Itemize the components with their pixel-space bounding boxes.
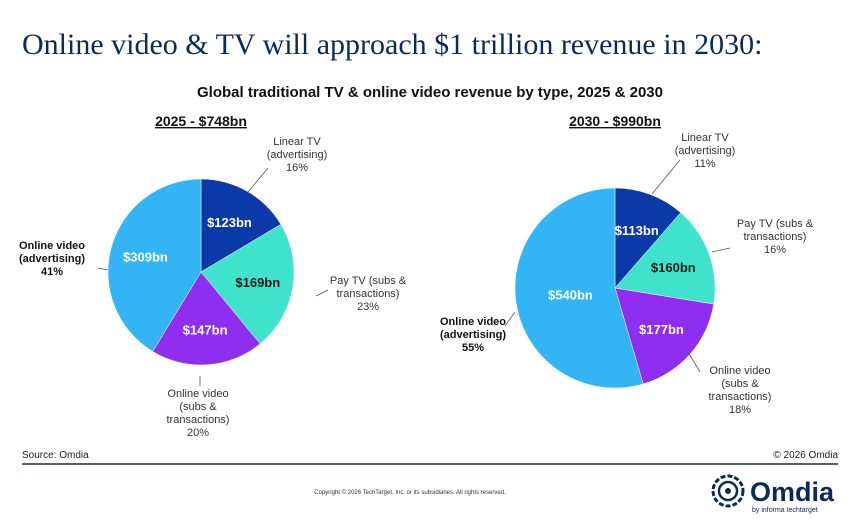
leader-line: [651, 159, 681, 195]
category-name: Linear TV (advertising): [674, 132, 736, 157]
category-name: Online video (subs & transactions): [166, 388, 230, 426]
category-label: Linear TV (advertising) 16%: [252, 136, 342, 175]
leader-line: [97, 267, 109, 271]
pie-slice: [107, 178, 202, 352]
category-label: Online video (subs & transactions) 20%: [158, 388, 238, 440]
pie-slice: [152, 271, 261, 366]
slice-value-label: $169bn: [235, 275, 280, 290]
logo: Omdia: [750, 477, 835, 507]
leader-line: [687, 351, 701, 373]
source: Source: Omdia: [22, 450, 89, 461]
category-name: Online video (subs & transactions): [708, 365, 772, 403]
slice-value-label: $177bn: [639, 322, 684, 337]
slice-value-label: $113bn: [615, 223, 659, 238]
slice-value-label: $147bn: [183, 323, 228, 338]
share-label: 11%: [694, 158, 716, 170]
category-label: Pay TV (subs & transactions) 16%: [728, 218, 823, 257]
category-name: Pay TV (subs & transactions): [329, 275, 407, 300]
slice-value-label: $540bn: [548, 287, 593, 302]
pie-slice: [200, 224, 295, 345]
share-label: 16%: [763, 244, 787, 256]
page-title: Online video & TV will approach $1 trill…: [22, 28, 762, 61]
category-name: Online video (advertising): [439, 316, 506, 341]
subtitle: Global traditional TV & online video rev…: [197, 84, 663, 101]
leader-line: [504, 311, 516, 327]
category-label: Online video (advertising) 55%: [431, 316, 516, 355]
pie-slice: [614, 212, 716, 305]
category-label: Online video (subs & transactions) 18%: [700, 365, 780, 417]
share-label: 16%: [285, 162, 309, 174]
copyright: Copyright © 2026 TechTarget, Inc. or its…: [314, 489, 506, 496]
pie-slice: [514, 187, 644, 389]
pie-slice: [614, 287, 714, 385]
share-label: 18%: [728, 404, 752, 416]
slice-value-label: $160bn: [651, 260, 696, 275]
category-label: Pay TV (subs & transactions) 23%: [321, 275, 416, 314]
share-label: 23%: [356, 301, 380, 313]
category-name: Pay TV (subs & transactions): [736, 218, 814, 243]
share-label: 41%: [40, 266, 64, 278]
pie-slice: [200, 178, 282, 273]
pie-title: 2030 - $990bn: [569, 113, 661, 129]
share-label: 55%: [461, 342, 485, 354]
category-label: Linear TV (advertising) 11%: [660, 132, 750, 171]
logo-icon: [711, 474, 745, 508]
category-name: Linear TV (advertising): [266, 136, 328, 161]
category-name: Online video (advertising): [18, 240, 85, 265]
credit: © 2026 Omdia: [773, 450, 838, 461]
pie-slice: [614, 187, 682, 289]
leader-line: [315, 289, 329, 297]
share-label: 20%: [186, 427, 210, 439]
category-label: Online video (advertising) 41%: [10, 240, 95, 279]
leader-line: [711, 247, 731, 253]
slice-value-label: $309bn: [123, 249, 168, 264]
logo-tagline: by informa techtarget: [752, 507, 818, 514]
pie-title: 2025 - $748bn: [155, 113, 247, 129]
slice-value-label: $123bn: [207, 215, 252, 230]
leader-line: [247, 167, 269, 193]
